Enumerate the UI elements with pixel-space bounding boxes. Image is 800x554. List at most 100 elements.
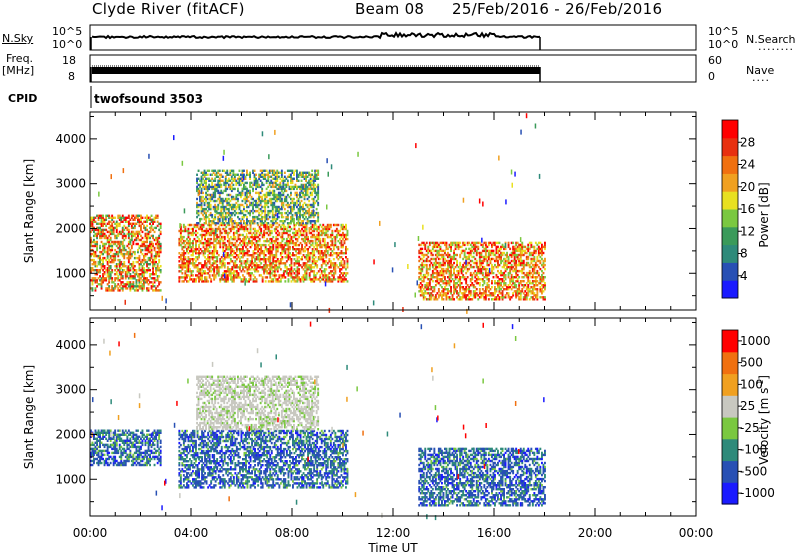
data-cell (474, 290, 477, 293)
data-cell (317, 193, 320, 197)
data-cell (282, 272, 285, 275)
data-cell (235, 183, 238, 187)
data-cell (135, 216, 138, 219)
data-cell (115, 263, 118, 266)
data-cell (437, 249, 440, 253)
data-cell (289, 241, 291, 245)
data-cell (211, 173, 214, 176)
data-cell (156, 244, 159, 248)
data-cell (422, 288, 425, 291)
data-cell (146, 269, 148, 272)
data-cell (311, 209, 314, 213)
data-cell (456, 241, 458, 245)
data-cell (124, 277, 127, 280)
data-cell (155, 271, 157, 274)
data-cell (457, 271, 460, 275)
data-cell (96, 281, 98, 284)
data-cell (314, 237, 317, 241)
data-cell (233, 187, 236, 191)
data-cell (152, 244, 154, 248)
data-cell (290, 260, 293, 263)
data-cell (202, 191, 204, 195)
data-cell (422, 298, 425, 301)
data-cell (451, 273, 454, 277)
data-cell (130, 277, 133, 280)
data-cell (243, 266, 246, 269)
data-cell (284, 248, 287, 251)
data-cell (346, 258, 349, 261)
data-cell (317, 237, 320, 241)
data-cell (346, 260, 349, 263)
data-cell (264, 225, 267, 229)
data-cell (252, 169, 254, 172)
data-cell (276, 250, 279, 253)
data-cell (205, 229, 208, 233)
data-cell (100, 267, 103, 270)
data-cell (272, 243, 275, 247)
data-cell (94, 254, 97, 258)
data-cell (296, 199, 298, 203)
data-cell (299, 191, 301, 195)
data-cell (233, 173, 236, 176)
data-cell (252, 207, 254, 211)
data-cell (205, 248, 208, 251)
data-cell (223, 241, 226, 245)
data-cell (182, 235, 185, 239)
data-cell (226, 233, 229, 237)
data-cell (93, 258, 95, 262)
data-cell (293, 177, 295, 180)
data-cell (475, 280, 478, 283)
data-cell (200, 209, 203, 213)
data-cell (437, 288, 440, 291)
data-cell (199, 217, 201, 221)
data-cell (306, 175, 309, 178)
data-cell (261, 280, 264, 283)
data-cell (441, 290, 443, 293)
data-cell (498, 241, 501, 245)
data-cell (337, 248, 340, 251)
data-cell (207, 254, 210, 257)
data-cell (334, 252, 337, 255)
data-cell (137, 216, 139, 219)
data-cell (268, 181, 271, 185)
data-cell (326, 233, 329, 237)
data-cell (90, 224, 92, 228)
data-cell (246, 173, 248, 176)
data-cell (304, 274, 306, 277)
data-cell (111, 230, 114, 234)
data-cell (322, 254, 325, 257)
data-cell (419, 257, 422, 261)
data-cell (189, 278, 191, 281)
data-cell (150, 242, 153, 246)
data-cell (209, 197, 212, 201)
data-cell (137, 248, 139, 252)
data-cell (433, 261, 436, 265)
data-cell (325, 268, 328, 271)
data-cell (323, 250, 326, 253)
data-cell (287, 272, 290, 275)
data-cell (276, 199, 279, 203)
data-cell (282, 245, 285, 249)
data-cell (132, 277, 135, 280)
data-cell (305, 185, 307, 189)
data-cell (123, 244, 126, 248)
data-cell (204, 235, 206, 239)
data-cell (127, 246, 130, 250)
data-cell (322, 274, 325, 277)
data-cell (302, 280, 305, 283)
data-cell (192, 260, 194, 263)
data-cell (428, 249, 431, 253)
data-cell (337, 254, 340, 257)
data-cell (202, 245, 205, 249)
data-cell (276, 169, 279, 172)
data-cell (212, 187, 215, 191)
data-cell (143, 269, 145, 272)
data-cell (203, 211, 206, 215)
data-cell (283, 207, 286, 211)
data-cell (205, 280, 208, 283)
data-cell (258, 177, 261, 180)
data-cell (299, 203, 301, 207)
data-cell (329, 254, 332, 257)
data-cell (345, 223, 347, 227)
data-cell (158, 236, 161, 240)
